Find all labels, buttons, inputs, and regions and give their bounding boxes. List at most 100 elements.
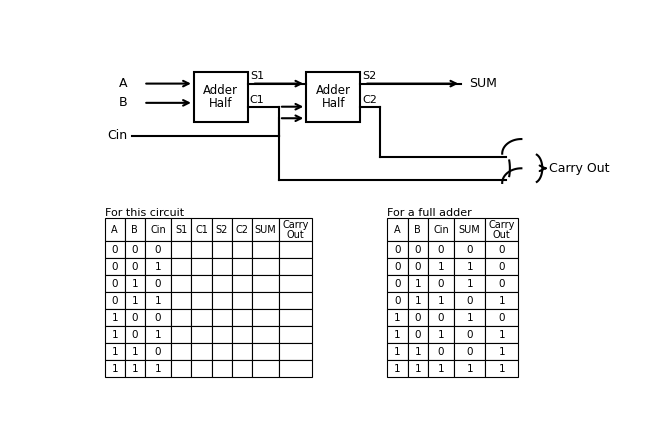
Bar: [454, 242, 485, 258]
Bar: [428, 258, 454, 275]
Bar: [171, 275, 191, 292]
Text: 0: 0: [466, 296, 473, 306]
Bar: [485, 275, 518, 292]
Bar: [306, 72, 361, 122]
Bar: [387, 218, 408, 242]
Text: S1: S1: [175, 225, 187, 235]
Bar: [387, 343, 408, 360]
Bar: [252, 292, 279, 309]
Bar: [125, 218, 145, 242]
Bar: [428, 242, 454, 258]
Text: 1: 1: [499, 363, 505, 374]
Text: 1: 1: [437, 296, 444, 306]
Text: 0: 0: [499, 262, 505, 272]
Bar: [252, 242, 279, 258]
Text: SUM: SUM: [469, 77, 497, 90]
Bar: [279, 242, 312, 258]
Text: Out: Out: [493, 230, 510, 239]
Bar: [454, 326, 485, 343]
Bar: [125, 326, 145, 343]
Bar: [105, 360, 125, 377]
Bar: [485, 343, 518, 360]
Text: 1: 1: [111, 363, 118, 374]
Bar: [454, 292, 485, 309]
Bar: [105, 275, 125, 292]
Text: B: B: [414, 225, 421, 235]
Bar: [171, 242, 191, 258]
Text: Carry: Carry: [489, 220, 515, 230]
Text: 1: 1: [415, 279, 421, 289]
Text: 0: 0: [395, 245, 401, 255]
Bar: [105, 292, 125, 309]
Text: C2: C2: [235, 225, 248, 235]
Text: A: A: [395, 225, 401, 235]
Text: 1: 1: [111, 330, 118, 340]
Text: B: B: [132, 225, 138, 235]
Bar: [408, 292, 428, 309]
Text: C2: C2: [362, 95, 377, 105]
Text: 1: 1: [415, 347, 421, 356]
Bar: [212, 292, 232, 309]
Text: Cin: Cin: [150, 225, 166, 235]
Bar: [145, 258, 171, 275]
Bar: [279, 218, 312, 242]
Bar: [145, 326, 171, 343]
Bar: [171, 292, 191, 309]
Bar: [252, 360, 279, 377]
Text: 0: 0: [415, 313, 421, 323]
Text: 0: 0: [499, 245, 505, 255]
Text: 1: 1: [466, 279, 473, 289]
Bar: [454, 360, 485, 377]
Bar: [252, 258, 279, 275]
Bar: [105, 242, 125, 258]
Text: 0: 0: [132, 262, 138, 272]
Bar: [485, 326, 518, 343]
Text: 0: 0: [466, 245, 473, 255]
Bar: [171, 218, 191, 242]
Text: S1: S1: [251, 71, 264, 81]
Bar: [428, 218, 454, 242]
Bar: [105, 326, 125, 343]
Text: Half: Half: [322, 97, 345, 110]
Bar: [428, 343, 454, 360]
Text: 1: 1: [132, 363, 138, 374]
Bar: [485, 309, 518, 326]
Text: 0: 0: [466, 347, 473, 356]
Bar: [485, 218, 518, 242]
Text: 1: 1: [155, 262, 161, 272]
Text: 0: 0: [437, 347, 444, 356]
Text: B: B: [119, 96, 128, 110]
Bar: [145, 343, 171, 360]
Text: 0: 0: [155, 313, 161, 323]
Bar: [279, 360, 312, 377]
Text: 0: 0: [499, 313, 505, 323]
Bar: [454, 258, 485, 275]
Text: 1: 1: [395, 330, 401, 340]
Bar: [232, 258, 252, 275]
Text: 0: 0: [111, 262, 118, 272]
Text: 1: 1: [155, 296, 161, 306]
Bar: [485, 242, 518, 258]
Text: 1: 1: [395, 313, 401, 323]
Bar: [408, 218, 428, 242]
Text: Carry: Carry: [283, 220, 309, 230]
Text: 0: 0: [155, 347, 161, 356]
Text: 1: 1: [395, 363, 401, 374]
Bar: [387, 326, 408, 343]
Text: 0: 0: [132, 245, 138, 255]
Bar: [408, 258, 428, 275]
Bar: [125, 309, 145, 326]
Bar: [279, 343, 312, 360]
Text: 0: 0: [155, 245, 161, 255]
Bar: [232, 326, 252, 343]
Text: 0: 0: [155, 279, 161, 289]
Text: 0: 0: [395, 279, 401, 289]
Text: 0: 0: [437, 313, 444, 323]
Text: Adder: Adder: [316, 84, 351, 97]
Bar: [408, 275, 428, 292]
Bar: [252, 275, 279, 292]
Bar: [125, 242, 145, 258]
Text: SUM: SUM: [459, 225, 480, 235]
Bar: [145, 275, 171, 292]
Bar: [212, 360, 232, 377]
